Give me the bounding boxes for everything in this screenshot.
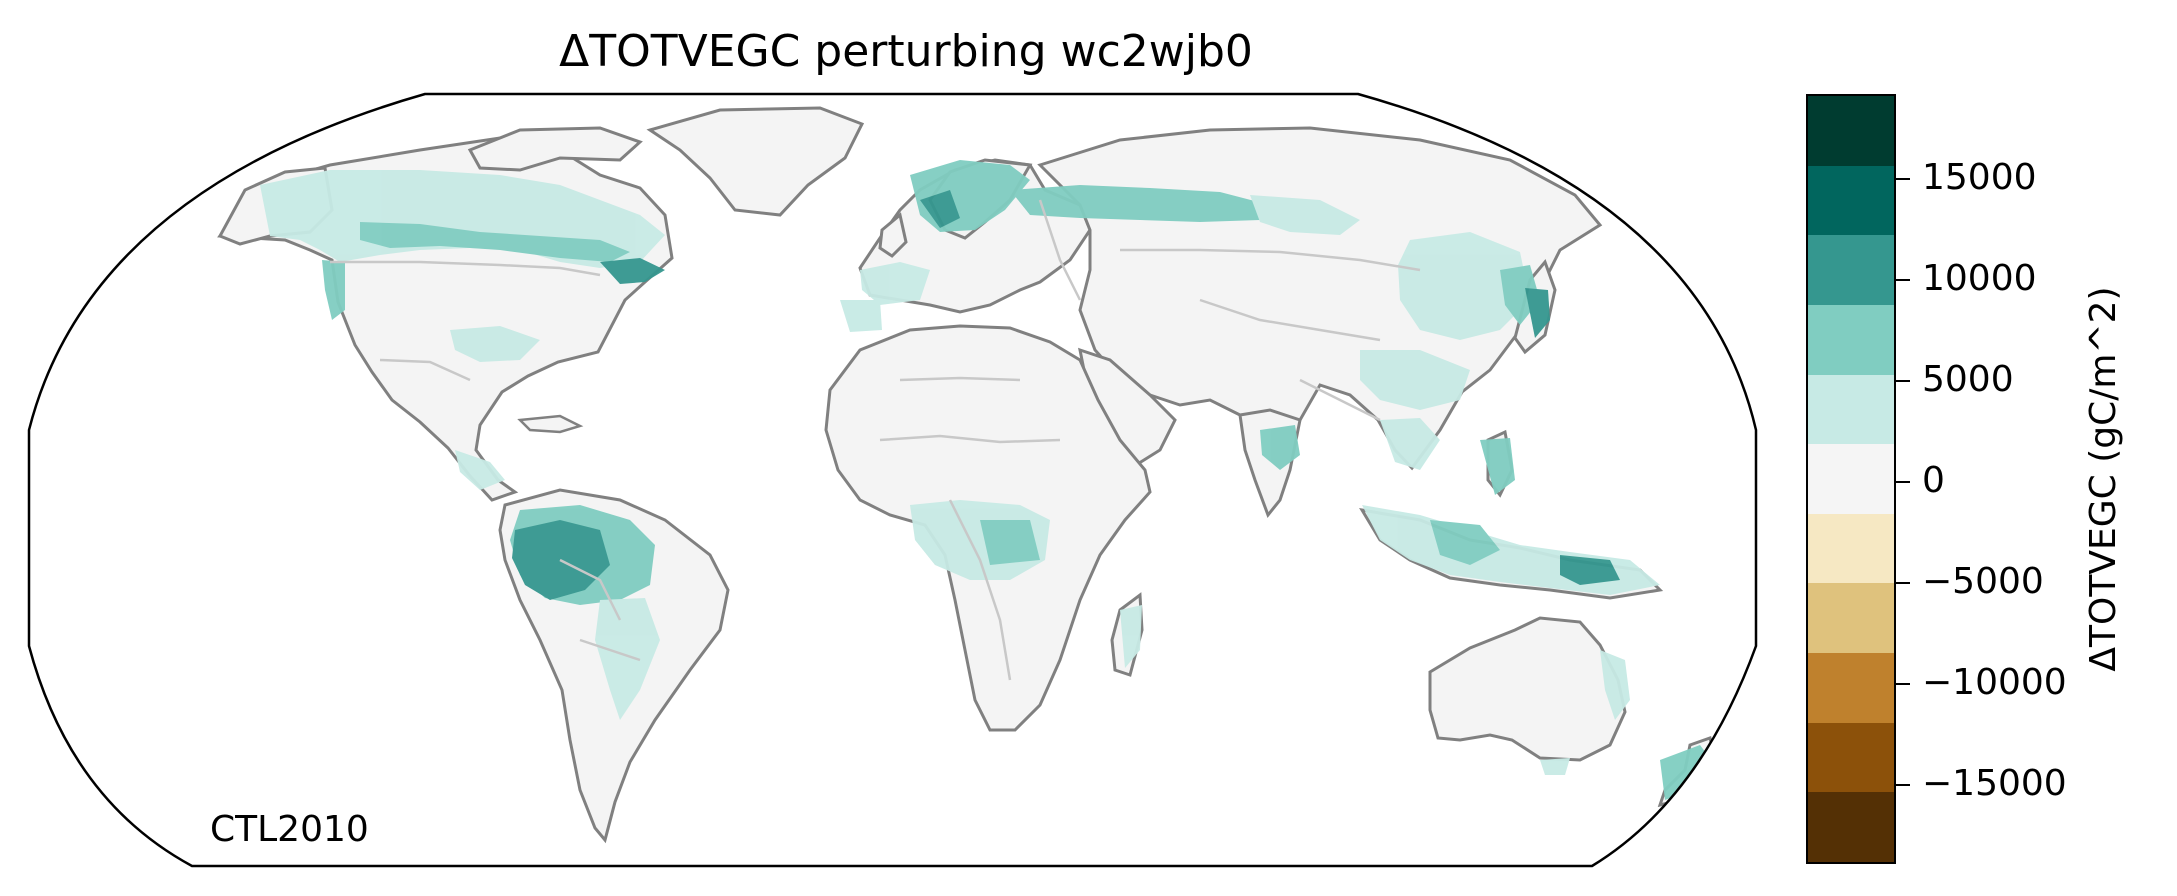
caribbean-land	[517, 414, 584, 434]
colorbar-tick-neg5000	[1896, 582, 1910, 584]
colorbar-tick-label: 5000	[1922, 359, 2014, 400]
colorbar-tick-label: 15000	[1922, 157, 2037, 198]
colorbar-segment	[1808, 96, 1894, 166]
colorbar	[1806, 94, 1896, 864]
colorbar-tick-label: −15000	[1922, 763, 2067, 804]
colorbar-tick-5000	[1896, 380, 1910, 382]
colorbar-segment	[1808, 444, 1894, 514]
country-borders	[330, 199, 1421, 681]
vegc-anomaly-cells	[260, 160, 1715, 800]
colorbar-tick-label: −10000	[1922, 662, 2067, 703]
arctic-islands-land	[467, 126, 643, 172]
colorbar-segment	[1808, 513, 1894, 584]
colorbar-segment	[1808, 374, 1894, 445]
colorbar-segment	[1808, 653, 1894, 723]
colorbar-tick-neg10000	[1896, 683, 1910, 685]
map-title: ΔTOTVEGC perturbing wc2wjb0	[559, 26, 1253, 77]
colorbar-segment	[1808, 235, 1894, 305]
colorbar-tick-label: −5000	[1922, 561, 2044, 602]
british-isles-land	[878, 212, 908, 258]
australia-land	[1428, 616, 1627, 762]
colorbar-segment	[1808, 722, 1894, 793]
map-content	[217, 106, 1717, 844]
colorbar-segment	[1808, 165, 1894, 236]
corner-label: CTL2010	[210, 809, 369, 850]
colorbar-tick-label: 0	[1922, 460, 1945, 501]
colorbar-tick-neg15000	[1896, 784, 1910, 786]
colorbar-tick-15000	[1896, 178, 1910, 180]
colorbar-tick-0	[1896, 481, 1910, 483]
colorbar-tick-label: 10000	[1922, 258, 2037, 299]
colorbar-label: ΔTOTVEGC (gC/m^2)	[2083, 286, 2124, 672]
colorbar-segment	[1808, 583, 1894, 654]
colorbar-segment	[1808, 304, 1894, 375]
colorbar-segment	[1808, 792, 1894, 863]
greenland-land	[646, 106, 865, 217]
world-map	[27, 92, 1758, 868]
globe-outline	[27, 92, 1758, 868]
colorbar-tick-10000	[1896, 279, 1910, 281]
